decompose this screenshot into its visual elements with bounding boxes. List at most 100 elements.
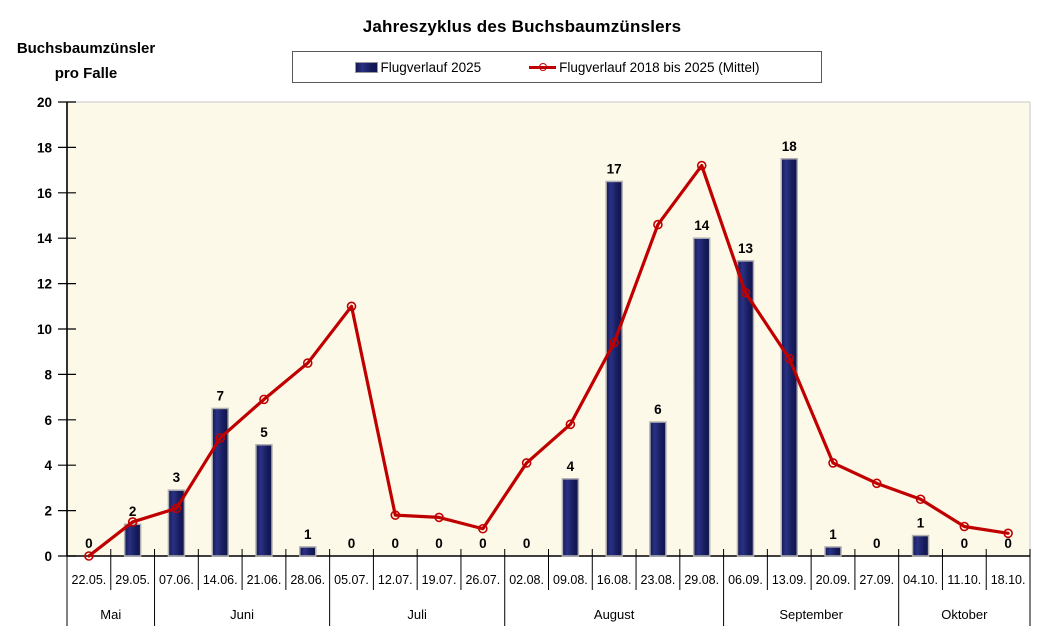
- y-tick-label: 4: [44, 458, 52, 473]
- bar-data-label: 5: [260, 425, 268, 440]
- date-label: 02.08.: [509, 573, 544, 587]
- bar-data-label: 14: [694, 218, 710, 233]
- date-label: 27.09.: [859, 573, 894, 587]
- bar-data-label: 17: [607, 161, 622, 176]
- line-marker: [959, 521, 970, 532]
- legend-label-bars: Flugverlauf 2025: [380, 59, 482, 75]
- y-tick-label: 18: [37, 140, 53, 155]
- bar-data-label: 0: [523, 536, 531, 551]
- line-marker: [871, 478, 882, 489]
- date-label: 11.10.: [947, 573, 981, 587]
- bar-data-label: 1: [917, 516, 925, 531]
- line-marker: [346, 301, 357, 312]
- date-label: 26.07.: [465, 573, 500, 587]
- date-label: 29.08.: [684, 573, 719, 587]
- bar-data-label: 0: [873, 536, 881, 551]
- bar: [605, 180, 623, 557]
- month-label: September: [779, 607, 843, 622]
- line-marker: [696, 160, 707, 171]
- bar-data-label: 1: [829, 527, 837, 542]
- date-label: 23.08.: [641, 573, 676, 587]
- month-label: Oktober: [941, 607, 988, 622]
- line-marker: [84, 551, 94, 561]
- date-label: 16.08.: [597, 573, 632, 587]
- line-marker: [521, 458, 532, 468]
- month-label: Juli: [407, 607, 427, 622]
- line-marker: [171, 503, 182, 514]
- y-axis-title: Buchsbaumzünsler pro Falle: [0, 36, 172, 86]
- date-label: 22.05.: [72, 573, 107, 587]
- y-tick-label: 20: [37, 95, 52, 110]
- bar: [123, 523, 142, 557]
- y-axis-title-line2: pro Falle: [54, 65, 118, 82]
- y-tick-label: 14: [37, 231, 53, 246]
- date-label: 28.06.: [290, 573, 325, 587]
- line-marker: [478, 523, 488, 534]
- y-tick-label: 0: [44, 549, 52, 564]
- y-tick-label: 2: [44, 504, 52, 519]
- month-label: Mai: [100, 607, 121, 622]
- line-marker: [259, 394, 269, 405]
- y-axis-title-line1: Buchsbaumzünsler: [16, 40, 156, 57]
- date-label: 18.10.: [991, 573, 1026, 587]
- line-marker: [434, 512, 444, 523]
- legend-label-line: Flugverlauf 2018 bis 2025 (Mittel): [559, 59, 760, 75]
- month-label: Juni: [230, 607, 254, 622]
- line-marker: [609, 337, 619, 348]
- line-marker: [828, 458, 838, 468]
- line-marker: [565, 419, 576, 430]
- chart-title: Jahreszyklus des Buchsbaumzünslers: [362, 17, 682, 36]
- date-label: 06.09.: [728, 573, 763, 587]
- bar-data-label: 0: [961, 536, 969, 551]
- month-label: August: [594, 607, 635, 622]
- date-label: 14.06.: [203, 573, 238, 587]
- bar-data-label: 3: [173, 470, 181, 485]
- line-marker: [215, 433, 226, 443]
- bar-data-label: 0: [392, 536, 400, 551]
- line-marker: [784, 353, 795, 364]
- bar: [561, 478, 580, 557]
- bar-data-label: 13: [738, 241, 754, 256]
- line-marker: [653, 219, 663, 230]
- legend-item-line: Flugverlauf 2018 bis 2025 (Mittel): [529, 60, 759, 75]
- bar-data-label: 0: [1004, 536, 1012, 551]
- date-label: 04.10.: [903, 573, 938, 587]
- line-swatch-icon: [529, 63, 557, 71]
- y-tick-label: 12: [37, 277, 52, 292]
- date-label: 29.05.: [115, 573, 150, 587]
- bar-data-label: 0: [479, 536, 487, 551]
- y-tick-label: 16: [37, 186, 53, 201]
- date-label: 21.06.: [247, 573, 282, 587]
- date-label: 20.09.: [816, 573, 851, 587]
- date-label: 07.06.: [159, 573, 194, 587]
- bar-data-label: 0: [435, 536, 443, 551]
- bar: [255, 444, 273, 557]
- bar: [211, 407, 229, 557]
- bar: [736, 260, 755, 557]
- bar-data-label: 7: [216, 388, 224, 403]
- line-marker: [302, 358, 313, 368]
- bar: [824, 546, 842, 557]
- y-tick-label: 8: [44, 367, 52, 382]
- date-label: 09.08.: [553, 573, 588, 587]
- line-marker-icon: [538, 63, 547, 71]
- bar: [692, 237, 711, 557]
- bar-data-label: 6: [654, 402, 662, 417]
- bar-data-label: 0: [348, 536, 356, 551]
- bar-data-label: 1: [304, 527, 312, 542]
- bar-data-label: 0: [85, 536, 93, 551]
- bar: [649, 421, 667, 557]
- legend: Flugverlauf 2025 Flugverlauf 2018 bis 20…: [292, 51, 822, 83]
- line-marker: [915, 494, 926, 505]
- bar-data-label: 2: [129, 504, 137, 519]
- y-tick-label: 10: [37, 322, 52, 337]
- date-label: 12.07.: [378, 573, 413, 587]
- bar-swatch-icon: [354, 61, 378, 73]
- y-tick-label: 6: [44, 413, 52, 428]
- date-label: 19.07.: [422, 573, 457, 587]
- bar-data-label: 4: [567, 459, 575, 474]
- bar-data-label: 18: [782, 139, 798, 154]
- line-marker: [1003, 528, 1013, 539]
